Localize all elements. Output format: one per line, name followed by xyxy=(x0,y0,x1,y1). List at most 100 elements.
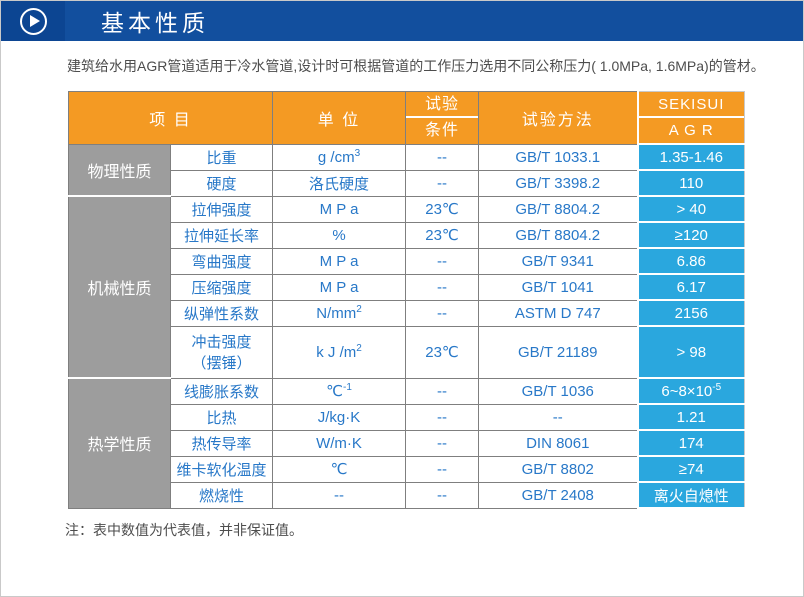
property-cell: 比重 xyxy=(169,143,274,171)
value-cell: ≥120 xyxy=(636,221,746,249)
col-header-condition: 试验 条件 xyxy=(405,91,480,145)
col-header-brand: SEKISUI A G R xyxy=(636,91,746,145)
table-row: 纵弹性系数 N/mm2 -- ASTM D 747 2156 xyxy=(69,299,746,327)
value-cell: 6.17 xyxy=(636,273,746,301)
note-text: 注：表中数值为代表值，并非保证值。 xyxy=(65,522,303,538)
title-bar: 基本性质 xyxy=(1,1,803,41)
condition-cell: -- xyxy=(405,455,480,483)
table-header-row: 项 目 单 位 试验 条件 试验方法 SEKISUI A G R xyxy=(67,91,746,145)
property-cell: 拉伸强度 xyxy=(169,195,274,223)
unit-cell: 洛氏硬度 xyxy=(272,169,407,197)
table-row: 拉伸延长率% 23℃ GB/T 8804.2 ≥120 xyxy=(69,221,746,249)
method-cell: GB/T 3398.2 xyxy=(478,169,639,197)
condition-cell: -- xyxy=(405,403,480,431)
value-cell: ≥74 xyxy=(636,455,746,483)
table-body: 物理性质 比重 g /cm3 -- GB/T 1033.1 1.35-1.46 硬度 洛氏硬度… xyxy=(68,143,746,509)
method-cell: GB/T 8802 xyxy=(478,455,639,483)
value-cell: 110 xyxy=(636,169,746,197)
table-row: 物理性质 比重 g /cm3 -- GB/T 1033.1 1.35-1.46 xyxy=(68,143,746,197)
unit-cell: M P a xyxy=(272,273,407,301)
unit-cell: M P a xyxy=(272,247,407,275)
method-cell: GB/T 1041 xyxy=(478,273,639,301)
unit-cell: J/kg·K xyxy=(272,403,407,431)
method-cell: GB/T 2408 xyxy=(478,481,639,509)
col-header-unit: 单 位 xyxy=(272,91,407,145)
condition-cell: 23℃ xyxy=(405,325,480,379)
property-cell: 线膨胀系数 xyxy=(169,377,274,405)
property-cell: 比热 xyxy=(169,403,274,431)
table-row: 燃烧性 -- -- GB/T 2408 离火自熄性 xyxy=(69,481,746,509)
play-icon-triangle xyxy=(29,15,40,27)
condition-cell: 23℃ xyxy=(405,195,480,223)
condition-cell: -- xyxy=(405,143,480,171)
property-cell: 硬度 xyxy=(169,169,274,197)
method-cell: -- xyxy=(478,403,639,431)
method-cell: GB/T 21189 xyxy=(478,325,639,379)
property-cell: 压缩强度 xyxy=(169,273,274,301)
condition-cell: 23℃ xyxy=(405,221,480,249)
category-cell: 热学性质 xyxy=(68,377,171,509)
category-cell: 物理性质 xyxy=(68,143,171,197)
value-cell: 1.35-1.46 xyxy=(636,143,746,171)
play-icon xyxy=(1,1,65,41)
value-cell: 6.86 xyxy=(636,247,746,275)
condition-cell: -- xyxy=(405,169,480,197)
col-header-condition-bottom: 条件 xyxy=(425,122,460,140)
page-title: 基本性质 xyxy=(101,10,209,36)
category-cell: 机械性质 xyxy=(68,195,171,379)
col-header-condition-top: 试验 xyxy=(406,92,479,119)
table-header: 项 目 单 位 试验 条件 试验方法 SEKISUI A G R xyxy=(67,91,746,145)
value-cell: 2156 xyxy=(636,299,746,327)
unit-cell: g /cm3 xyxy=(272,143,407,171)
unit-cell: ℃-1 xyxy=(272,377,407,405)
method-cell: ASTM D 747 xyxy=(478,299,639,327)
condition-cell: -- xyxy=(405,273,480,301)
method-cell: GB/T 8804.2 xyxy=(478,221,639,249)
intro-text: 建筑给水用AGR管道适用于冷水管道,设计时可根据管道的工作压力选用不同公称压力(… xyxy=(67,58,765,74)
value-cell: 离火自熄性 xyxy=(636,481,746,509)
property-cell: 弯曲强度 xyxy=(169,247,274,275)
method-cell: GB/T 1036 xyxy=(478,377,639,405)
property-cell: 纵弹性系数 xyxy=(169,299,274,327)
unit-cell: ℃ xyxy=(272,455,407,483)
property-cell: 燃烧性 xyxy=(169,481,274,509)
value-cell: 1.21 xyxy=(636,403,746,431)
properties-table: 项 目 单 位 试验 条件 试验方法 SEKISUI A G R 物理性质 比重 g… xyxy=(67,91,746,509)
unit-cell: W/m·K xyxy=(272,429,407,457)
value-cell: 6~8×10-5 xyxy=(636,377,746,405)
table-row: 比热 J/kg·K -- -- 1.21 xyxy=(69,403,746,431)
condition-cell: -- xyxy=(405,429,480,457)
unit-cell: N/mm2 xyxy=(272,299,407,327)
unit-cell: M P a xyxy=(272,195,407,223)
play-icon-circle xyxy=(19,7,47,35)
method-cell: GB/T 8804.2 xyxy=(478,195,639,223)
value-cell: 174 xyxy=(636,429,746,457)
table-row: 冲击强度 （摆锤） k J /m2 23℃ GB/T 21189 > 98 xyxy=(69,325,746,379)
method-cell: GB/T 1033.1 xyxy=(478,143,639,171)
condition-cell: -- xyxy=(405,299,480,327)
table-row: 热传导率 W/m·K -- DIN 8061 174 xyxy=(69,429,746,457)
table-row: 弯曲强度 M P a -- GB/T 9341 6.86 xyxy=(69,247,746,275)
unit-cell: k J /m2 xyxy=(272,325,407,379)
value-cell: > 40 xyxy=(636,195,746,223)
table-row: 硬度 洛氏硬度 -- GB/T 3398.2 110 xyxy=(69,169,746,197)
table-row: 机械性质 拉伸强度 M P a 23℃ GB/T 8804.2 > 40 xyxy=(68,195,746,379)
property-cell: 拉伸延长率 xyxy=(169,221,274,249)
table-row: 热学性质 线膨胀系数 ℃-1 -- GB/T 1036 6~8×10-5 xyxy=(68,377,746,509)
table-row: 压缩强度 M P a -- GB/T 1041 6.17 xyxy=(69,273,746,301)
col-header-brand-bottom: A G R xyxy=(668,122,714,139)
condition-cell: -- xyxy=(405,481,480,509)
col-header-method: 试验方法 xyxy=(478,91,639,145)
col-header-item: 项 目 xyxy=(67,91,274,145)
value-cell: > 98 xyxy=(636,325,746,379)
property-cell: 热传导率 xyxy=(169,429,274,457)
method-cell: GB/T 9341 xyxy=(478,247,639,275)
table-row: 维卡软化温度 ℃ -- GB/T 8802 ≥74 xyxy=(69,455,746,483)
property-cell: 冲击强度 （摆锤） xyxy=(169,325,274,379)
unit-cell: -- xyxy=(272,481,407,509)
condition-cell: -- xyxy=(405,247,480,275)
condition-cell: -- xyxy=(405,377,480,405)
col-header-brand-top: SEKISUI xyxy=(638,92,745,118)
property-cell: 维卡软化温度 xyxy=(169,455,274,483)
